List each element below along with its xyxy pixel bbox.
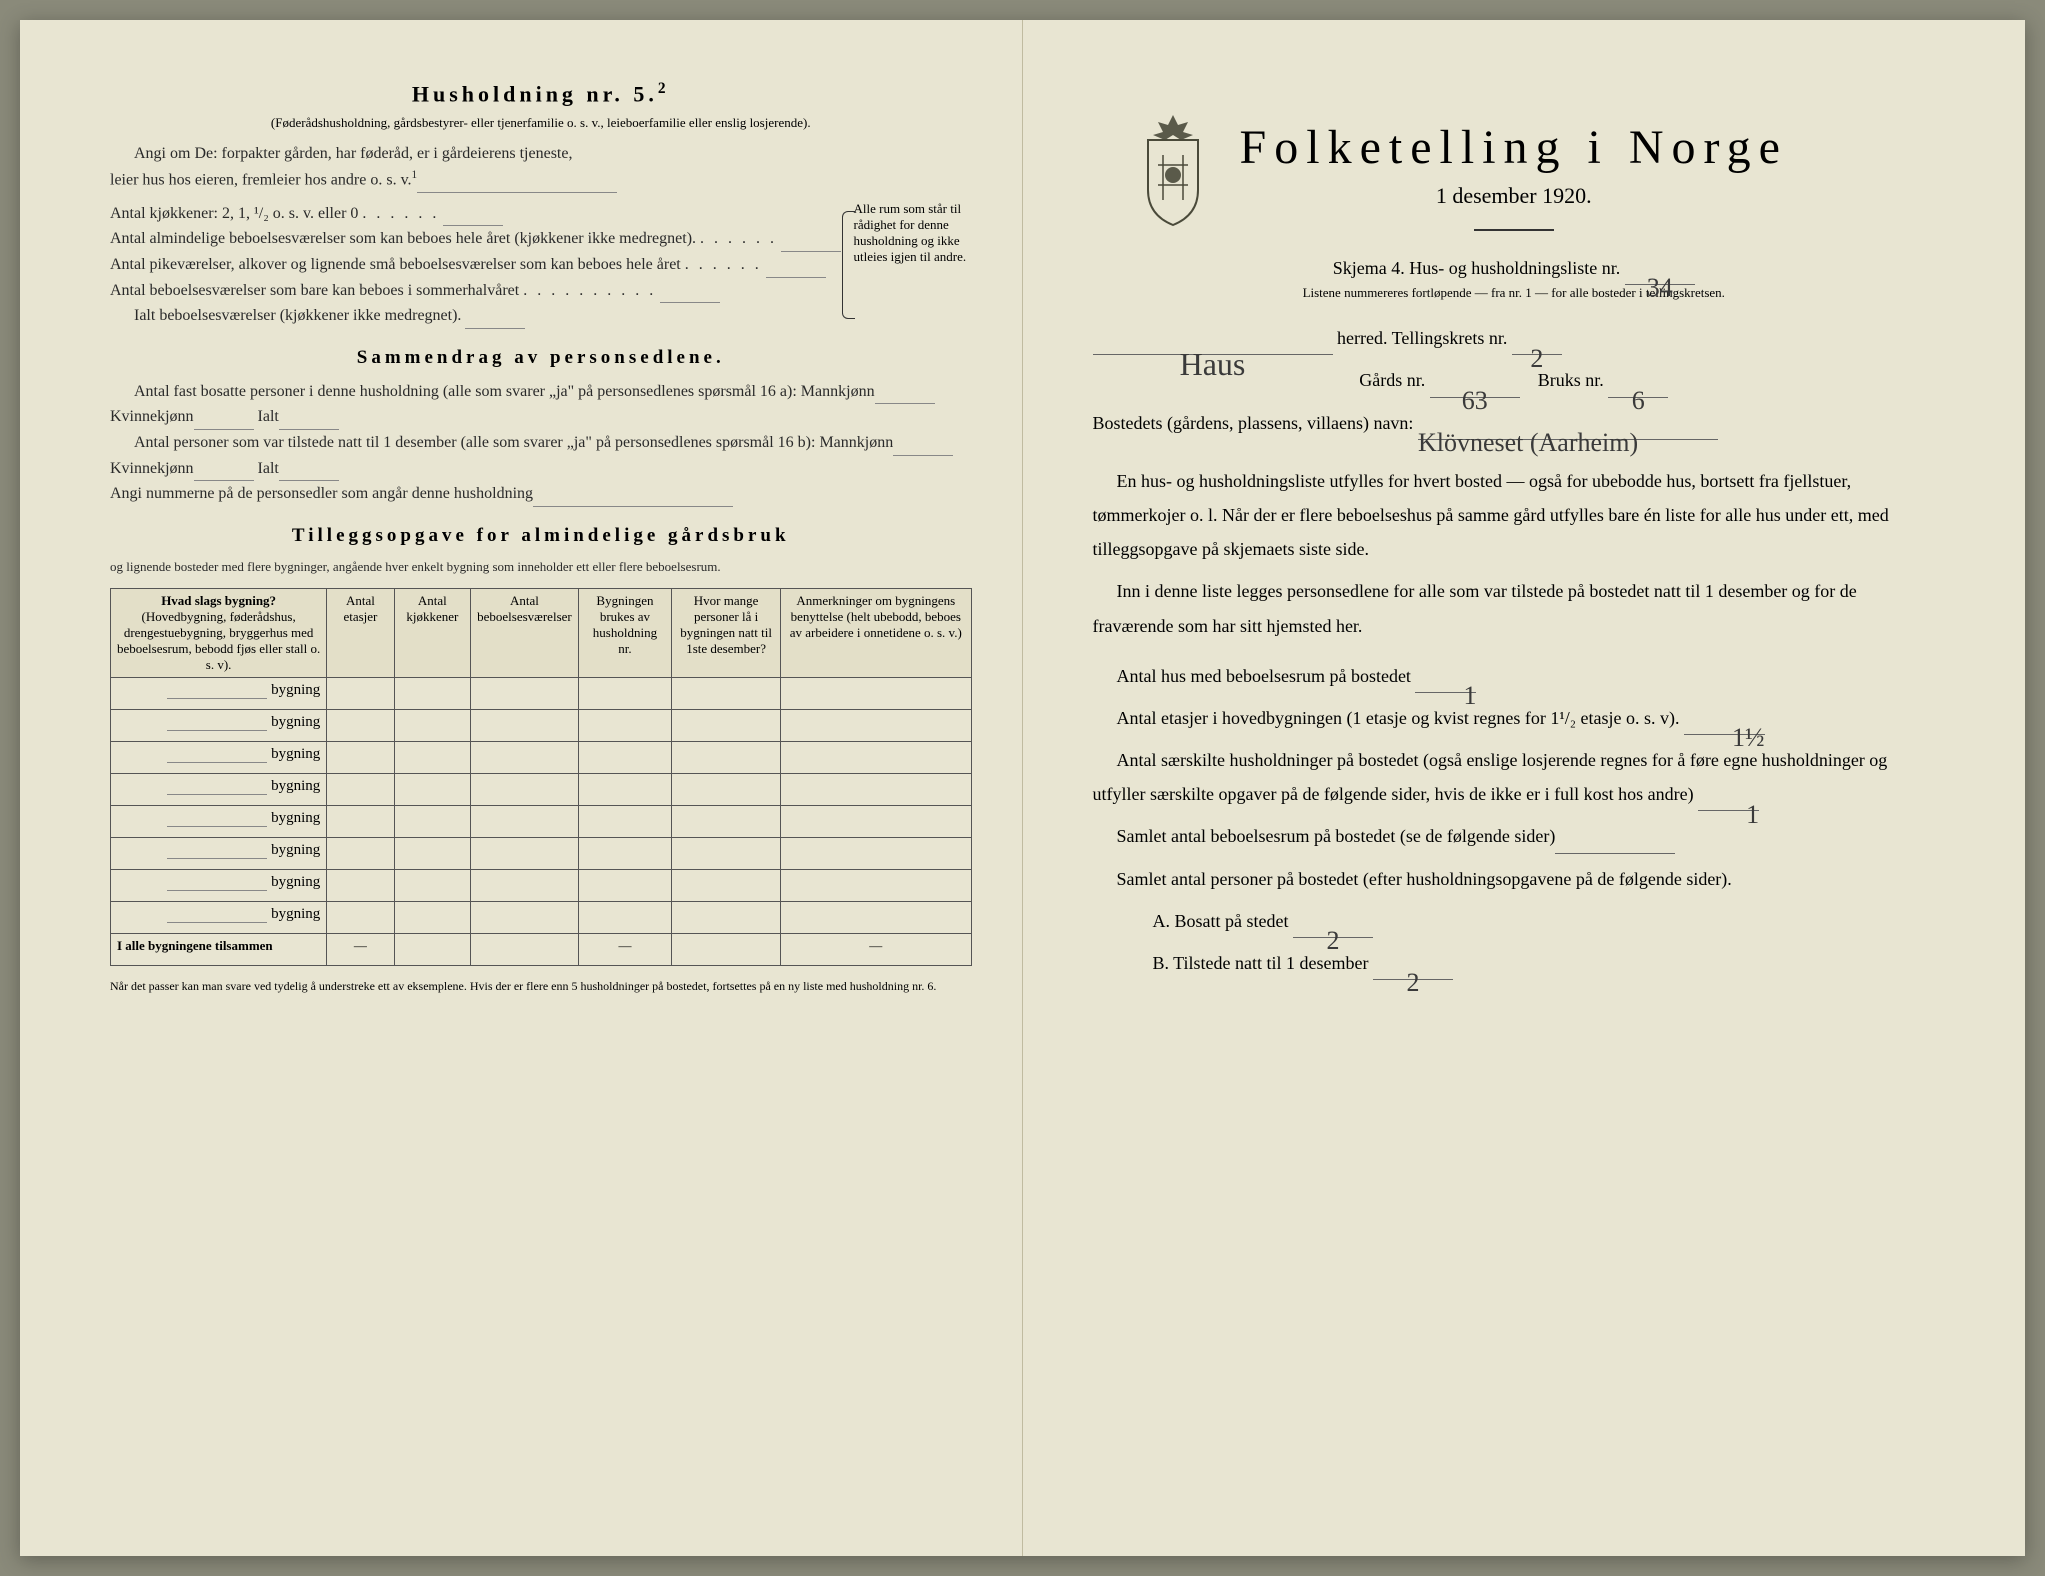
rooms3: Antal beboelsesværelser som bare kan beb…	[110, 278, 842, 304]
table-row: bygning	[111, 901, 972, 933]
table-row: bygning	[111, 869, 972, 901]
col4: Antal beboelsesværelser	[471, 588, 579, 677]
table-row: bygning	[111, 709, 972, 741]
coat-svg	[1123, 110, 1223, 230]
angi-line2: leier hus hos eieren, fremleier hos andr…	[110, 167, 972, 193]
rooms2-blank	[766, 260, 826, 278]
kitchens-line: Antal kjøkkener: 2, 1, ¹/₂ o. s. v. elle…	[110, 201, 842, 227]
tillegg-title: Tilleggsopgave for almindelige gårdsbruk	[110, 525, 972, 547]
antal-etasjer-value: 1½	[1708, 713, 1765, 762]
krets-value: 2	[1530, 334, 1543, 383]
samlet1-blank	[1555, 834, 1675, 854]
antal-etasjer-line: Antal etasjer i hovedbygningen (1 etasje…	[1093, 701, 1936, 735]
herred-value: Haus	[1180, 334, 1246, 395]
coat-of-arms-icon	[1123, 110, 1223, 230]
a-value: 2	[1326, 916, 1339, 965]
angi-blank	[417, 175, 617, 193]
bosted-line: Bostedets (gårdens, plassens, villaens) …	[1093, 406, 1936, 440]
b-line: B. Tilstede natt til 1 desember 2	[1093, 946, 1936, 980]
household-title: Husholdning nr. 5.2	[110, 80, 972, 107]
col3: Antal kjøkkener	[394, 588, 471, 677]
summary2: Antal personer som var tilstede natt til…	[110, 430, 972, 481]
left-footnote: Når det passer kan man svare ved tydelig…	[110, 978, 972, 995]
kitchens-blank	[443, 209, 503, 227]
samlet2-line: Samlet antal personer på bostedet (efter…	[1093, 862, 1936, 896]
s1-k-blank	[194, 412, 254, 430]
building-table: Hvad slags bygning?(Hovedbygning, føderå…	[110, 588, 972, 966]
household-title-text: Husholdning nr. 5.	[412, 81, 658, 106]
angi-line1: Angi om De: forpakter gården, har føderå…	[110, 141, 972, 167]
brace-note: Alle rum som står til rådighet for denne…	[842, 201, 972, 329]
summary1: Antal fast bosatte personer i denne hush…	[110, 379, 972, 430]
table-row: bygning	[111, 773, 972, 805]
s1-m-blank	[875, 387, 935, 405]
left-page: Husholdning nr. 5.2 (Føderådshusholdning…	[20, 20, 1023, 1556]
table-row: bygning	[111, 741, 972, 773]
herred-line: Haus herred. Tellingskrets nr. 2	[1093, 321, 1936, 355]
antal-hush-value: 1	[1722, 790, 1759, 839]
rooms-block: Antal kjøkkener: 2, 1, ¹/₂ o. s. v. elle…	[110, 201, 972, 329]
table-body: bygning bygning bygning bygning bygning …	[111, 677, 972, 965]
col5: Bygningen brukes av husholdning nr.	[578, 588, 671, 677]
census-document: Husholdning nr. 5.2 (Føderådshusholdning…	[20, 20, 2025, 1556]
tillegg-sub: og lignende bosteder med flere bygninger…	[110, 557, 972, 578]
title-divider	[1474, 229, 1554, 231]
skjema-nr-value: 34	[1647, 263, 1673, 312]
s2-m-blank	[893, 438, 953, 456]
table-row: bygning	[111, 805, 972, 837]
samlet1-line: Samlet antal beboelsesrum på bostedet (s…	[1093, 819, 1936, 853]
table-row: bygning	[111, 677, 972, 709]
table-row: bygning	[111, 837, 972, 869]
antal-hus-value: 1	[1439, 671, 1476, 720]
household-subtitle: (Føderådshusholdning, gårdsbestyrer- ell…	[110, 115, 972, 131]
para1: En hus- og husholdningsliste utfylles fo…	[1093, 464, 1936, 567]
col7: Anmerkninger om bygningens benyttelse (h…	[781, 588, 971, 677]
rooms-left: Antal kjøkkener: 2, 1, ¹/₂ o. s. v. elle…	[110, 201, 842, 329]
summary3: Angi nummerne på de personsedler som ang…	[110, 481, 972, 507]
bosted-value: Klövneset (Aarheim)	[1418, 418, 1638, 467]
s3-blank	[533, 489, 733, 507]
rooms1: Antal almindelige beboelsesværelser som …	[110, 226, 842, 252]
antal-hus-line: Antal hus med beboelsesrum på bostedet 1	[1093, 659, 1936, 693]
a-line: A. Bosatt på stedet 2	[1093, 904, 1936, 938]
rooms2: Antal pikeværelser, alkover og lignende …	[110, 252, 842, 278]
table-header-row: Hvad slags bygning?(Hovedbygning, føderå…	[111, 588, 972, 677]
antal-hush-line: Antal særskilte husholdninger på bostede…	[1093, 743, 1936, 811]
b-value: 2	[1407, 958, 1420, 1007]
right-page: Folketelling i Norge 1 desember 1920. Sk…	[1023, 20, 2026, 1556]
s1-i-blank	[279, 412, 339, 430]
col6: Hvor mange personer lå i bygningen natt …	[672, 588, 781, 677]
rooms3-blank	[660, 286, 720, 304]
listene-note: Listene nummereres fortløpende — fra nr.…	[1093, 285, 1936, 301]
col1: Hvad slags bygning?(Hovedbygning, føderå…	[111, 588, 327, 677]
col2: Antal etasjer	[327, 588, 394, 677]
summary-title: Sammendrag av personsedlene.	[110, 347, 972, 369]
s2-i-blank	[279, 464, 339, 482]
table-total-row: I alle bygningene tilsammen———	[111, 933, 972, 965]
para2: Inn i denne liste legges personsedlene f…	[1093, 574, 1936, 642]
angi-line2-text: leier hus hos eieren, fremleier hos andr…	[110, 171, 412, 188]
skjema-line: Skjema 4. Hus- og husholdningsliste nr. …	[1093, 251, 1936, 285]
rooms4-blank	[465, 311, 525, 329]
rooms4: Ialt beboelsesværelser (kjøkkener ikke m…	[110, 303, 842, 329]
rooms1-blank	[781, 234, 841, 252]
s2-k-blank	[194, 464, 254, 482]
household-sup: 2	[658, 80, 670, 97]
